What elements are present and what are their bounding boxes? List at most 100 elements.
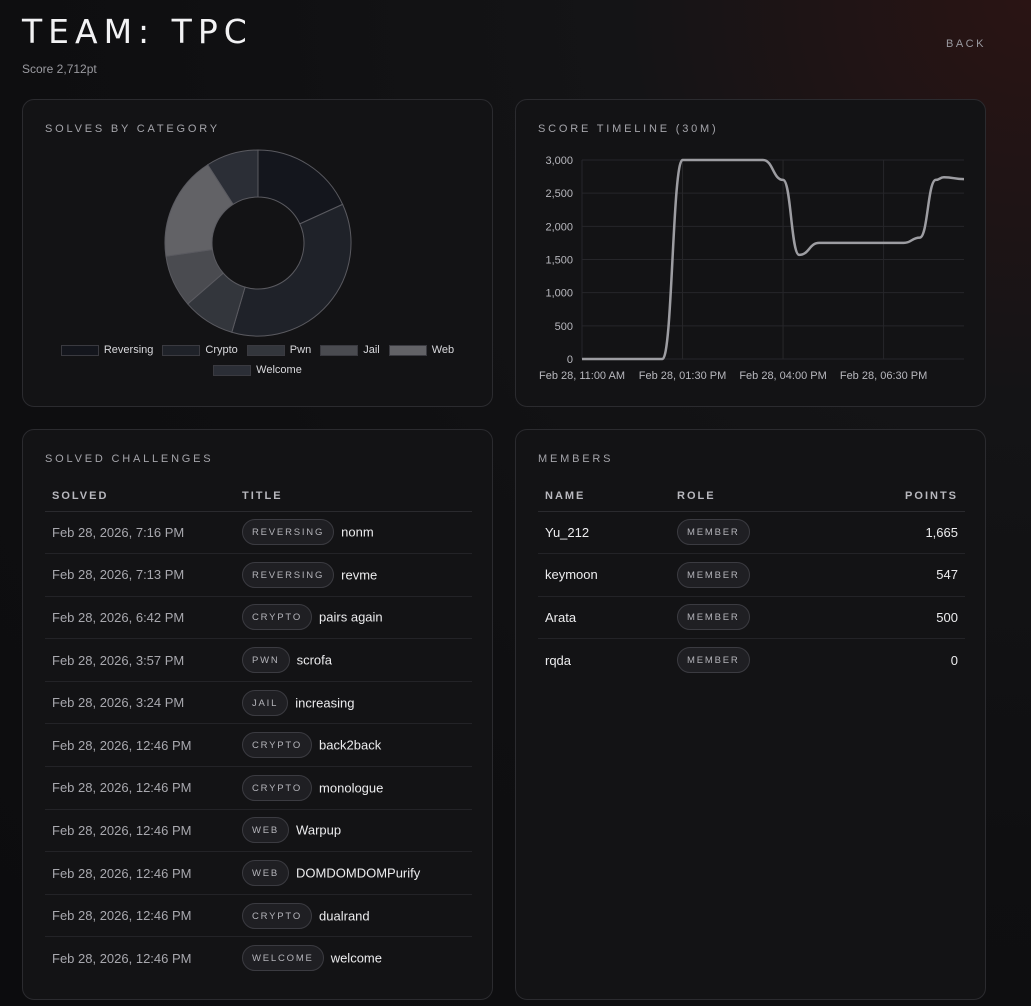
legend-item[interactable]: Welcome <box>213 364 302 376</box>
challenge-cell: CRYPTO back2back <box>235 723 472 768</box>
challenge-title[interactable]: dualrand <box>319 908 370 924</box>
x-tick-label: Feb 28, 04:00 PM <box>739 370 826 382</box>
legend-swatch <box>162 344 201 356</box>
member-name[interactable]: Arata <box>538 596 670 640</box>
table-row[interactable]: Feb 28, 2026, 12:46 PM CRYPTO back2back <box>45 723 472 768</box>
challenge-title[interactable]: scrofa <box>296 652 332 668</box>
legend-label: Web <box>431 344 455 356</box>
challenge-title[interactable]: Warpup <box>296 822 342 838</box>
challenge-cell: PWN scrofa <box>235 638 472 682</box>
solved-time: Feb 28, 2026, 12:46 PM <box>52 950 192 966</box>
score-timeline-card: SCORE TIMELINE (30M) 3,000 2,500 2,000 1,50… <box>515 99 986 407</box>
solved-challenges-card: SOLVED CHALLENGES SOLVED TITLE Feb 28, 2… <box>22 429 493 1000</box>
table-row[interactable]: Arata MEMBER 500 <box>538 596 965 640</box>
y-tick-label: 1,000 <box>545 288 573 300</box>
table-row[interactable]: Feb 28, 2026, 7:16 PM REVERSING nonm <box>45 511 472 555</box>
category-badge: REVERSING <box>242 561 335 588</box>
challenge-cell: WEB Warpup <box>235 809 472 853</box>
member-points: 1,665 <box>841 511 965 555</box>
solved-time: Feb 28, 2026, 12:46 PM <box>45 809 235 853</box>
score-line[interactable] <box>582 158 965 361</box>
category-badge: CRYPTO <box>242 774 313 801</box>
column-header-points: POINTS <box>841 481 965 512</box>
x-tick-label: Feb 28, 11:00 AM <box>539 370 625 382</box>
table-row[interactable]: Yu_212 MEMBER 1,665 <box>538 511 965 555</box>
line-chart: 3,000 2,500 2,000 1,500 1,000 500 0 Feb 28, 11:… <box>539 155 965 382</box>
role-badge: MEMBER <box>677 647 750 674</box>
challenge-cell: CRYPTO pairs again <box>235 596 472 640</box>
legend-label: Pwn <box>289 344 312 356</box>
category-badge: WELCOME <box>242 945 324 972</box>
legend-item[interactable]: Reversing <box>60 344 154 356</box>
challenge-cell: CRYPTO dualrand <box>235 894 472 938</box>
solved-time: Feb 28, 2026, 6:42 PM <box>45 596 235 640</box>
challenge-cell: CRYPTO monologue <box>235 766 472 810</box>
chart-legend: Reversing Crypto Pwn Jail Web <box>23 344 492 356</box>
y-tick-label: 2,500 <box>545 188 573 200</box>
table-row[interactable]: Feb 28, 2026, 12:46 PM WEB DOMDOMDOMPurify <box>45 851 472 895</box>
challenge-title[interactable]: DOMDOMDOMPurify <box>296 865 421 881</box>
chart-legend: Welcome <box>23 364 492 376</box>
member-name[interactable]: Yu_212 <box>538 511 670 555</box>
member-name[interactable]: keymoon <box>538 553 670 597</box>
y-tick-label: 3,000 <box>545 155 573 167</box>
legend-label: Welcome <box>256 364 302 376</box>
table-row[interactable]: Feb 28, 2026, 7:13 PM REVERSING revme <box>45 553 472 597</box>
card-title: SOLVES BY CATEGORY <box>45 123 220 135</box>
legend-label: Reversing <box>103 344 154 356</box>
challenge-title[interactable]: welcome <box>330 950 382 966</box>
legend-item[interactable]: Crypto <box>162 344 238 356</box>
member-name[interactable]: rqda <box>545 652 572 668</box>
donut-slice-welcome[interactable] <box>207 149 259 205</box>
solved-table: SOLVED TITLE Feb 28, 2026, 7:16 PM REVERS… <box>45 481 472 980</box>
table-row[interactable]: rqda MEMBER 0 <box>538 639 965 682</box>
legend-swatch <box>388 344 427 356</box>
solved-time: Feb 28, 2026, 3:57 PM <box>45 638 235 682</box>
challenge-title[interactable]: monologue <box>319 780 384 796</box>
solved-time: Feb 28, 2026, 7:16 PM <box>45 511 235 555</box>
challenge-title[interactable]: nonm <box>341 524 374 540</box>
table-row[interactable]: Feb 28, 2026, 12:46 PM CRYPTO dualrand <box>45 894 472 938</box>
y-tick-label: 2,000 <box>545 221 573 233</box>
category-badge: CRYPTO <box>242 604 313 631</box>
legend-swatch <box>246 344 285 356</box>
legend-item[interactable]: Web <box>388 344 455 356</box>
category-badge: CRYPTO <box>242 732 313 759</box>
member-points: 547 <box>841 553 965 597</box>
x-tick-label: Feb 28, 06:30 PM <box>840 370 927 382</box>
member-points: 500 <box>841 596 965 640</box>
back-link[interactable]: BACK <box>946 38 986 50</box>
y-tick-label: 1,500 <box>545 255 573 267</box>
member-points: 0 <box>950 652 958 668</box>
category-badge: WEB <box>242 860 290 887</box>
table-row[interactable]: Feb 28, 2026, 3:57 PM PWN scrofa <box>45 638 472 682</box>
category-badge: REVERSING <box>242 519 335 546</box>
challenge-title[interactable]: revme <box>341 567 378 583</box>
donut-chart <box>164 149 352 337</box>
role-badge: MEMBER <box>677 519 750 546</box>
legend-item[interactable]: Pwn <box>246 344 312 356</box>
solved-time: Feb 28, 2026, 12:46 PM <box>45 851 235 895</box>
table-row[interactable]: Feb 28, 2026, 12:46 PM CRYPTO monologue <box>45 766 472 810</box>
legend-swatch <box>60 344 99 356</box>
table-row[interactable]: keymoon MEMBER 547 <box>538 553 965 597</box>
table-row[interactable]: Feb 28, 2026, 12:46 PM WEB Warpup <box>45 809 472 853</box>
role-badge: MEMBER <box>677 561 750 588</box>
y-tick-label: 500 <box>555 321 573 333</box>
members-table: NAME ROLE POINTS Yu_212 MEMBER 1,665 keymoo… <box>538 481 965 681</box>
column-header-name: NAME <box>538 481 670 512</box>
table-row[interactable]: Feb 28, 2026, 3:24 PM JAIL increasing <box>45 681 472 725</box>
legend-swatch <box>320 344 359 356</box>
table-row[interactable]: Feb 28, 2026, 6:42 PM CRYPTO pairs again <box>45 596 472 640</box>
table-row[interactable]: Feb 28, 2026, 12:46 PM WELCOME welcome <box>45 937 472 980</box>
members-card: MEMBERS NAME ROLE POINTS Yu_212 MEMBER 1,6… <box>515 429 986 1000</box>
challenge-title[interactable]: back2back <box>319 737 382 753</box>
category-badge: CRYPTO <box>242 902 313 929</box>
challenge-title[interactable]: increasing <box>295 695 355 711</box>
card-title: SCORE TIMELINE (30M) <box>538 123 719 135</box>
solved-time: Feb 28, 2026, 12:46 PM <box>45 894 235 938</box>
legend-item[interactable]: Jail <box>320 344 380 356</box>
column-header-title: TITLE <box>235 481 472 512</box>
challenge-title[interactable]: pairs again <box>319 609 383 625</box>
donut-slice-crypto[interactable] <box>231 203 352 337</box>
